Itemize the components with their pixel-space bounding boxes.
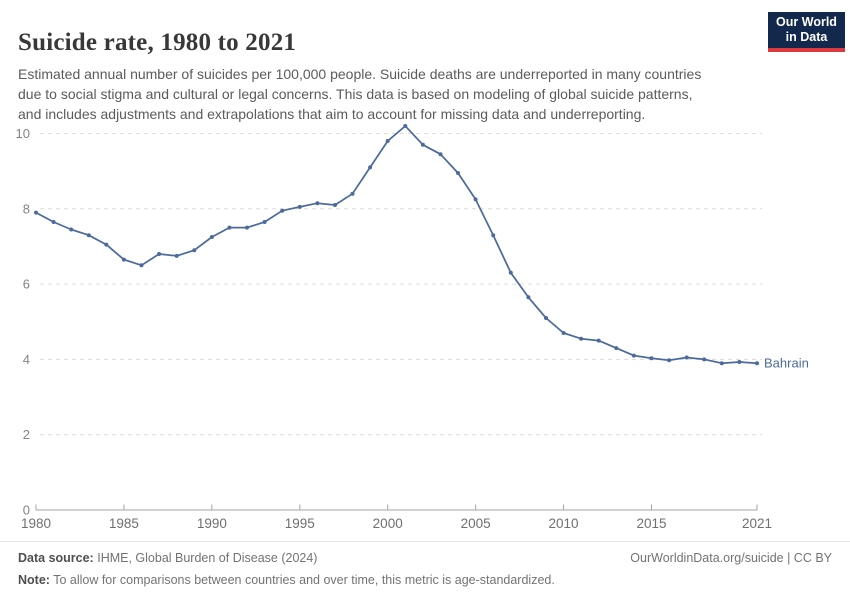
data-point [174,253,179,258]
x-axis-tick-label: 2005 [461,516,491,531]
owid-logo-line1: Our World [776,15,837,29]
y-axis-tick-label: 4 [23,352,30,367]
data-point [245,225,249,230]
data-point [104,242,109,247]
chart-footer: Data source: IHME, Global Burden of Dise… [0,541,850,600]
x-axis-tick-label: 1995 [285,516,315,531]
data-point [456,171,460,175]
data-point [86,233,91,238]
data-point [649,356,654,361]
data-point [631,353,636,358]
data-point [561,331,566,335]
entity-label-bahrain[interactable]: Bahrain [764,356,809,371]
data-point [333,203,337,207]
page-title: Suicide rate, 1980 to 2021 [18,28,297,56]
data-point [526,295,531,300]
data-point [350,191,355,196]
data-source-value: IHME, Global Burden of Disease (2024) [97,551,318,565]
data-point [614,346,619,351]
chart-subtitle: Estimated annual number of suicides per … [18,66,702,122]
data-point [420,142,425,147]
data-point [579,336,584,341]
data-point [667,358,672,363]
data-point [209,235,214,239]
data-point [227,225,232,230]
x-axis-tick-label: 2000 [373,516,403,531]
data-point [51,220,56,224]
data-point [34,210,38,215]
data-point [473,197,478,202]
data-point [315,201,320,206]
y-axis-tick-label: 2 [23,427,30,442]
owid-logo: Our World in Data [768,12,845,52]
data-point [438,152,443,157]
footer-note: Note: To allow for comparisons between c… [18,572,832,588]
data-point [508,270,513,275]
data-point [719,361,724,366]
data-point [403,124,408,128]
data-point [157,252,162,256]
data-point [297,204,302,209]
x-axis-tick-label: 1990 [197,516,227,531]
series-line-bahrain[interactable] [35,125,758,365]
line-chart[interactable]: 0 2 4 6 8 10 1980 1985 1990 1995 2000 2005 2010 2015 2… [0,112,850,540]
data-point [280,208,285,213]
x-axis-tick-label: 2021 [742,516,772,531]
data-point [737,360,742,364]
y-axis-tick-label: 0 [23,503,30,518]
data-point [69,227,74,232]
data-point [139,263,144,268]
x-axis-tick-label: 2010 [549,516,579,531]
note-label: Note: [18,573,50,587]
data-point [121,257,126,262]
data-point [262,220,267,224]
data-point [385,139,390,143]
x-axis-tick-label: 2015 [636,516,666,531]
data-point [684,355,689,360]
data-point [596,338,601,343]
data-point [368,165,373,170]
x-axis-tick-label: 1985 [109,516,139,531]
data-point [755,361,759,366]
data-point [702,357,707,362]
data-source-label: Data source: [18,551,94,565]
data-source: Data source: IHME, Global Burden of Dise… [18,550,317,566]
y-axis-tick-label: 6 [23,277,30,292]
data-point [491,233,496,238]
license-link[interactable]: OurWorldinData.org/suicide | CC BY [630,551,832,565]
note-value: To allow for comparisons between countri… [53,573,555,587]
data-point [192,248,197,253]
data-point [544,316,548,320]
owid-logo-line2: in Data [785,30,828,44]
y-axis-tick-label: 8 [23,201,30,216]
y-axis-tick-label: 10 [16,126,30,141]
x-axis-tick-label: 1980 [21,516,51,531]
